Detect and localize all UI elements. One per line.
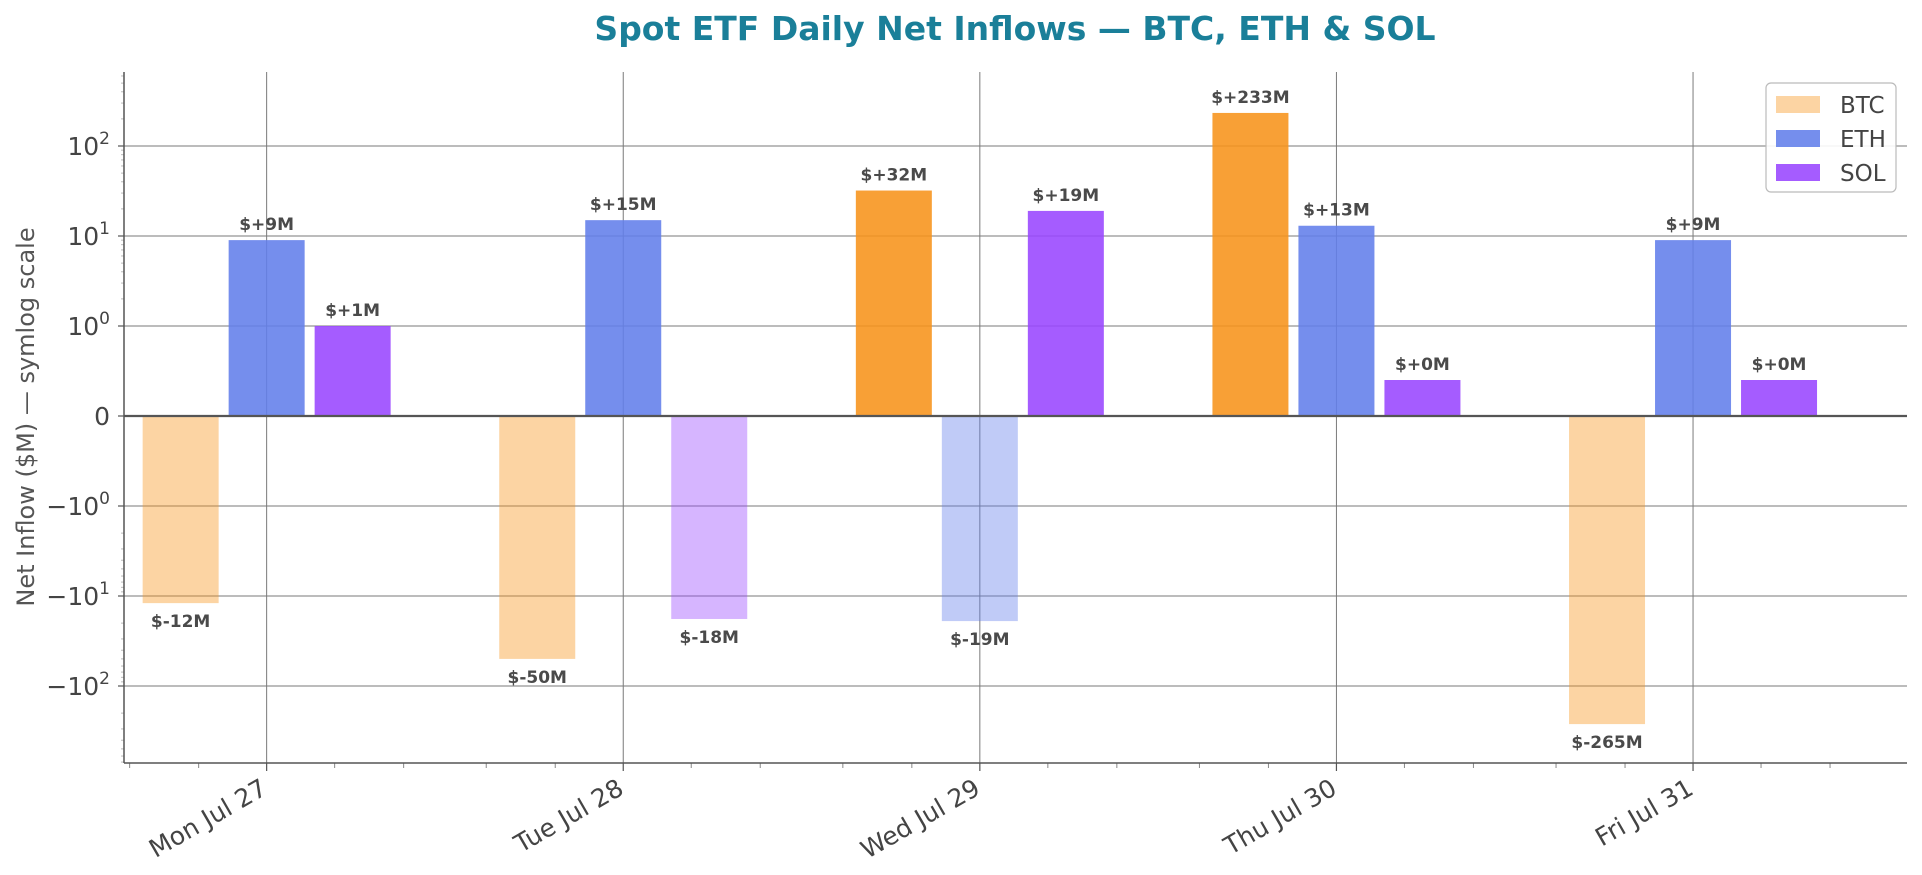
y-tick-base: 10: [67, 582, 99, 611]
data-label-sol-tue-jul-28: $-18M: [680, 628, 739, 648]
y-tick-label: 101: [67, 219, 110, 251]
x-tick-label-thu-jul-30: Thu Jul 30: [1218, 773, 1341, 861]
data-label-sol-mon-jul-27: $+1M: [325, 301, 380, 321]
chart-title: Spot ETF Daily Net Inflows — BTC, ETH & …: [594, 9, 1435, 48]
legend-label-btc: BTC: [1840, 93, 1885, 119]
x-tick-label-tue-jul-28: Tue Jul 28: [508, 773, 628, 859]
data-label-sol-fri-jul-31: $+0M: [1752, 355, 1807, 375]
y-tick-sign: −: [46, 582, 67, 611]
bar-btc-mon-jul-27: [142, 416, 219, 604]
bar-eth-wed-jul-29: [941, 416, 1018, 622]
legend-swatch-btc: [1776, 96, 1820, 113]
y-tick-label: 0: [94, 402, 110, 431]
legend-swatch-eth: [1776, 130, 1820, 147]
x-tick-label-mon-jul-27: Mon Jul 27: [144, 773, 272, 863]
data-label-btc-mon-jul-27: $-12M: [151, 612, 210, 632]
bar-eth-thu-jul-30: [1298, 225, 1375, 416]
bar-sol-wed-jul-29: [1027, 210, 1104, 416]
y-tick-exponent: 2: [99, 129, 110, 149]
bar-btc-fri-jul-31: [1569, 416, 1646, 725]
y-axis-label: Net Inflow ($M) — symlog scale: [12, 227, 40, 606]
y-tick-label: −101: [46, 579, 110, 611]
y-tick-base: 10: [67, 492, 99, 521]
y-tick-base: 10: [67, 672, 99, 701]
data-label-eth-tue-jul-28: $+15M: [590, 195, 657, 215]
y-tick-base: 10: [67, 132, 99, 161]
bars: [142, 112, 1818, 725]
y-tick-exponent: 1: [99, 219, 110, 239]
legend-label-sol: SOL: [1840, 161, 1886, 187]
grid-lines: [124, 72, 1907, 763]
data-label-btc-thu-jul-30: $+233M: [1211, 88, 1289, 108]
bar-eth-mon-jul-27: [228, 240, 305, 416]
y-tick-label: −102: [46, 669, 110, 701]
bar-sol-tue-jul-28: [671, 416, 748, 619]
y-tick-base: 10: [67, 222, 99, 251]
data-label-btc-wed-jul-29: $+32M: [861, 166, 928, 186]
x-tick-label-fri-jul-31: Fri Jul 31: [1590, 773, 1698, 852]
bar-btc-thu-jul-30: [1212, 112, 1289, 417]
data-labels: $-12M $-50M $+32M $+233M $-265M $+9M $+15M $-19…: [151, 88, 1807, 753]
legend-swatch-sol: [1776, 164, 1820, 181]
y-tick-exponent: 2: [99, 669, 110, 689]
y-tick-exponent: 0: [99, 309, 110, 329]
y-tick-base: 0: [94, 402, 110, 431]
bar-sol-fri-jul-31: [1741, 380, 1818, 416]
data-label-sol-wed-jul-29: $+19M: [1033, 186, 1100, 206]
data-label-eth-thu-jul-30: $+13M: [1303, 201, 1370, 221]
y-tick-sign: −: [46, 492, 67, 521]
data-label-btc-fri-jul-31: $-265M: [1571, 733, 1642, 753]
y-tick-label: 100: [67, 309, 110, 341]
legend: BTC ETH SOL: [1765, 82, 1897, 193]
y-tick-base: 10: [67, 312, 99, 341]
data-label-eth-fri-jul-31: $+9M: [1666, 215, 1721, 235]
bar-btc-tue-jul-28: [499, 416, 576, 659]
bar-eth-tue-jul-28: [585, 220, 662, 416]
y-tick-label: −100: [46, 489, 110, 521]
x-tick-label-wed-jul-29: Wed Jul 29: [856, 773, 985, 864]
bar-btc-wed-jul-29: [855, 190, 932, 416]
data-label-btc-tue-jul-28: $-50M: [508, 668, 567, 688]
y-tick-exponent: 0: [99, 489, 110, 509]
data-label-eth-wed-jul-29: $-19M: [950, 630, 1009, 650]
bar-sol-mon-jul-27: [314, 326, 391, 416]
y-tick-exponent: 1: [99, 579, 110, 599]
y-tick-sign: −: [46, 672, 67, 701]
legend-label-eth: ETH: [1840, 127, 1886, 153]
data-label-sol-thu-jul-30: $+0M: [1395, 355, 1450, 375]
data-label-eth-mon-jul-27: $+9M: [239, 215, 294, 235]
y-tick-label: 102: [67, 129, 110, 161]
bar-sol-thu-jul-30: [1384, 380, 1461, 416]
bar-eth-fri-jul-31: [1655, 240, 1732, 416]
